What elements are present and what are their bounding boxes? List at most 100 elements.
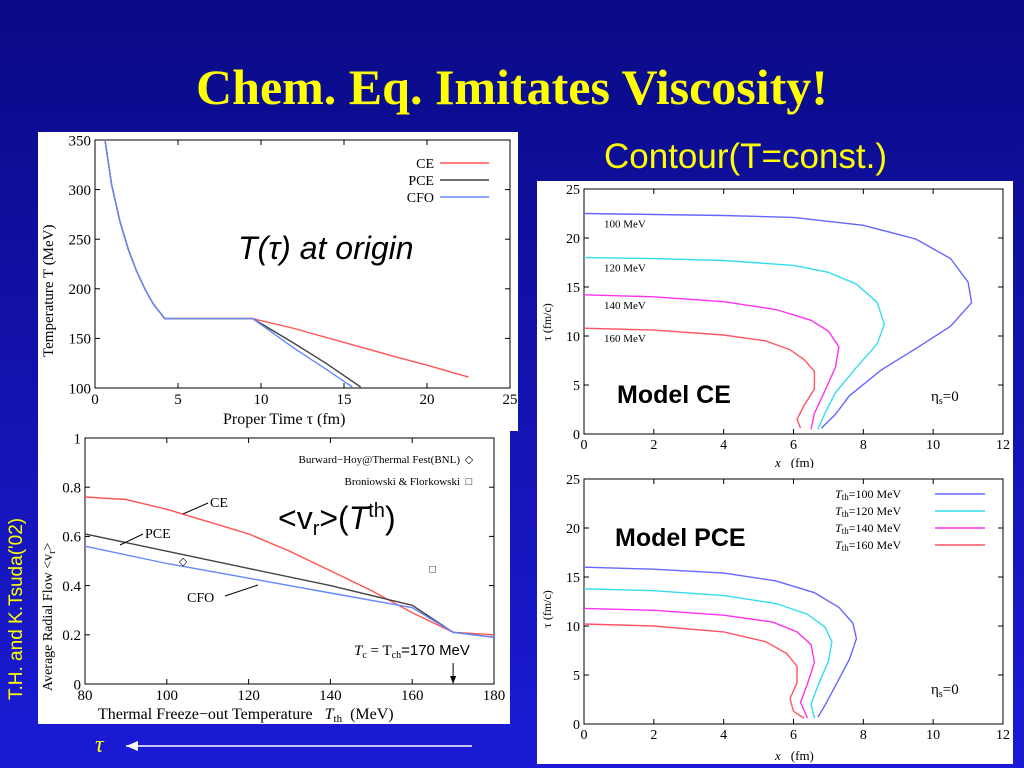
ce-series-line [583, 294, 840, 430]
ce-contour-label: 120 MeV [604, 263, 646, 275]
tc-arrow-head [450, 676, 457, 684]
ce-xtick-label: 0 [581, 438, 588, 453]
ce-label-bg [602, 216, 658, 230]
flow-series-label: PCE [145, 527, 171, 542]
temp-legend-label: CE [416, 157, 434, 172]
temp-ytick-label: 350 [69, 133, 92, 149]
flow-ytick-label: 0.2 [62, 628, 81, 644]
temp-xtick-label: 20 [420, 392, 435, 408]
flow-ytick-label: 0 [74, 677, 82, 693]
flow-xtick-label: 120 [237, 688, 260, 704]
ce-series-line [583, 327, 816, 429]
ce-xlabel: x (fm) [774, 455, 814, 468]
ce-series-line [583, 256, 886, 430]
temp-xtick-label: 25 [503, 392, 518, 408]
ce-contour-label: 140 MeV [604, 300, 646, 312]
ce-eta-label: ηs=0 [931, 389, 959, 407]
slide-title: Chem. Eq. Imitates Viscosity! [196, 59, 828, 115]
ce-label-bg [602, 260, 658, 274]
flow-legend-label: Burward−Hoy@Thermal Fest(BNL) [299, 454, 461, 466]
flow-xtick-label: 100 [156, 688, 179, 704]
pce-ylabel: τ (fm/c) [540, 590, 554, 628]
ce-xtick-label: 8 [860, 438, 867, 453]
ce-label-bg [602, 297, 658, 311]
pce-legend-label: Tth=100 MeV [835, 487, 901, 502]
temp-ytick-label: 200 [69, 282, 92, 298]
temp-xtick-label: 10 [254, 392, 269, 408]
pce-xtick-label: 12 [996, 728, 1010, 743]
radial-flow-panel: 80 100 120 140 160 180 0 0.2 0.4 0.6 0.8 1 Burward−H… [38, 431, 510, 724]
radial-flow-chart: 80 100 120 140 160 180 0 0.2 0.4 0.6 0.8 1 Burward−H… [41, 431, 505, 724]
pce-model-label: Model PCE [615, 524, 746, 552]
flow-ylabel: Average Radial Flow <vr> [41, 543, 58, 691]
ce-xtick-label: 2 [650, 438, 657, 453]
temp-xtick-label: 5 [174, 392, 182, 408]
temp-xtick-label: 0 [91, 392, 99, 408]
flow-series-line [84, 545, 495, 638]
flow-ytick-label: 1 [74, 431, 82, 447]
temp-ylabel: Temperature T (MeV) [41, 224, 57, 357]
flow-legend-marker: □ [466, 476, 473, 488]
ce-xtick-label: 10 [926, 438, 940, 453]
flow-label-leader [119, 533, 144, 546]
pce-plot-frame [583, 478, 1004, 725]
ce-contour-label: 160 MeV [604, 333, 646, 345]
pce-ytick-label: 20 [566, 522, 580, 537]
tc-label: Tc = Tch=170 MeV [354, 642, 470, 661]
flow-data-point: ◇ [179, 556, 188, 568]
flow-xtick-label: 160 [401, 688, 424, 704]
pce-series-line [583, 566, 858, 718]
ce-ytick-label: 5 [573, 379, 580, 394]
pce-xtick-label: 6 [790, 728, 797, 743]
tau-symbol: τ [95, 732, 105, 758]
flow-label-leader [224, 584, 259, 597]
tau-arrow-head [126, 741, 138, 751]
flow-series-label: CE [210, 496, 228, 511]
ce-label-bg [602, 331, 658, 345]
temp-xlabel: Proper Time τ (fm) [223, 411, 345, 428]
pce-xtick-label: 8 [860, 728, 867, 743]
flow-xtick-label: 140 [319, 688, 342, 704]
pce-ytick-label: 5 [573, 669, 580, 684]
temp-legend-label: CFO [407, 191, 434, 206]
contour-pce-chart: 0 2 4 6 8 10 12 0 5 10 15 20 25 Tth=100 MeV Tth=120 Me… [540, 473, 1010, 763]
pce-xtick-label: 10 [926, 728, 940, 743]
ce-ylabel: τ (fm/c) [540, 303, 554, 341]
ce-ytick-label: 15 [566, 281, 580, 296]
temperature-chart: 0 5 10 15 20 25 100 150 200 250 300 350 CE PCE CFO T(τ… [41, 133, 518, 428]
flow-ytick-label: 0.6 [62, 530, 81, 546]
temp-xtick-label: 15 [337, 392, 352, 408]
pce-legend-label: Tth=160 MeV [835, 538, 901, 553]
contour-heading: Contour(T=const.) [604, 137, 888, 176]
flow-label-leader [182, 502, 209, 515]
ce-ytick-label: 20 [566, 232, 580, 247]
flow-series-line [84, 496, 495, 636]
ce-ytick-label: 0 [573, 428, 580, 443]
contour-ce-panel: 0 2 4 6 8 10 12 0 5 10 15 20 25 100 MeV 120 MeV 140 MeV… [537, 181, 1013, 468]
pce-ytick-label: 10 [566, 620, 580, 635]
ce-ytick-label: 25 [566, 183, 580, 198]
ce-xtick-label: 12 [996, 438, 1010, 453]
flow-annotation: <vr>(Tth) [278, 500, 396, 540]
temp-ytick-label: 100 [69, 381, 92, 397]
flow-ytick-label: 0.8 [62, 480, 81, 496]
temp-legend-label: PCE [408, 174, 434, 189]
flow-legend-marker: ◇ [465, 454, 474, 466]
flow-plot-frame [84, 437, 495, 685]
flow-xlabel: Thermal Freeze−out Temperature Tth (MeV) [98, 706, 394, 724]
ce-model-label: Model CE [617, 381, 731, 409]
pce-series-line [583, 588, 833, 719]
pce-ytick-label: 0 [573, 718, 580, 733]
temp-series-line [104, 139, 353, 388]
pce-series-line [583, 623, 805, 719]
pce-legend-label: Tth=140 MeV [835, 521, 901, 536]
contour-pce-panel: 0 2 4 6 8 10 12 0 5 10 15 20 25 Tth=100 MeV Tth=120 Me… [537, 468, 1013, 764]
flow-legend-label: Broniowski & Florkowski [344, 476, 460, 488]
ce-ytick-label: 10 [566, 330, 580, 345]
flow-data-point: □ [429, 563, 436, 575]
pce-xtick-label: 2 [650, 728, 657, 743]
pce-eta-label: ηs=0 [931, 682, 959, 700]
temp-ytick-label: 250 [69, 232, 92, 248]
pce-xlabel: x (fm) [774, 748, 814, 763]
pce-ytick-label: 25 [566, 473, 580, 488]
